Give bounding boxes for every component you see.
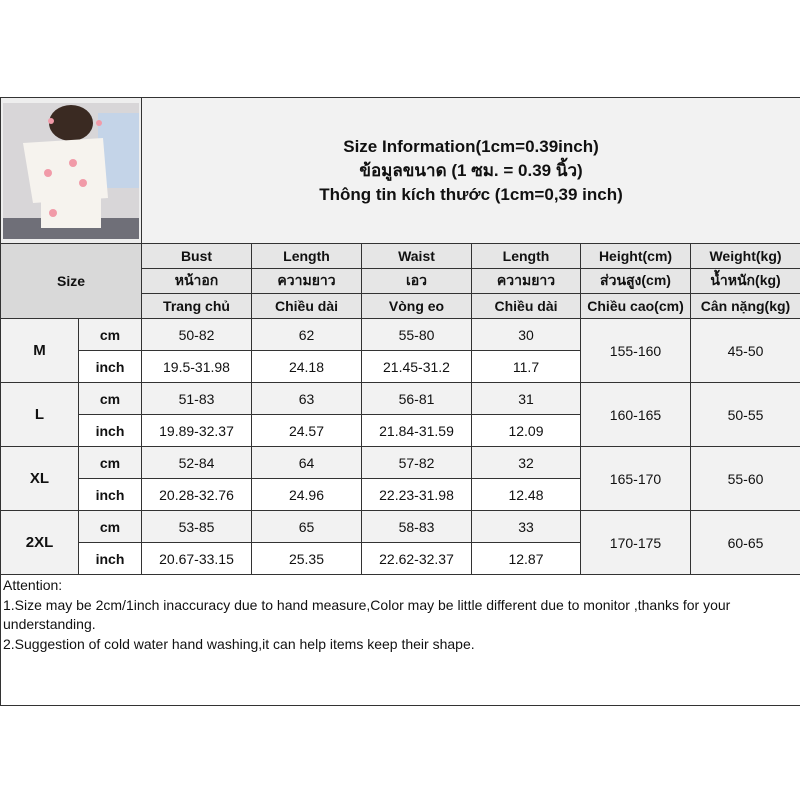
value-cell: 21.84-31.59	[361, 414, 472, 447]
size-cell: 2XL	[0, 510, 79, 575]
value-cell: 19.89-32.37	[141, 414, 252, 447]
title-vi: Thông tin kích thước (1cm=0,39 inch)	[319, 184, 623, 204]
value-cell: 11.7	[471, 350, 581, 383]
header-cell: ความยาว	[251, 268, 362, 294]
size-cell: M	[0, 318, 79, 383]
value-cell: 12.09	[471, 414, 581, 447]
attention-title: Attention:	[3, 577, 63, 593]
unit-cell: cm	[78, 446, 142, 479]
header-cell: เอว	[361, 268, 472, 294]
header-cell: Length	[471, 243, 581, 269]
value-cell: 21.45-31.2	[361, 350, 472, 383]
value-cell: 56-81	[361, 382, 472, 415]
value-cell: 25.35	[251, 542, 362, 575]
value-cell: 22.23-31.98	[361, 478, 472, 511]
title-block: Size Information(1cm=0.39inch) ข้อมูลขนา…	[140, 97, 800, 244]
size-cell: XL	[0, 446, 79, 511]
table-row: inch 20.28-32.76 24.96 22.23-31.98 12.48	[1, 478, 800, 511]
unit-cell: inch	[78, 542, 142, 575]
value-cell: 20.28-32.76	[141, 478, 252, 511]
value-cell: 12.48	[471, 478, 581, 511]
value-cell: 32	[471, 446, 581, 479]
value-cell: 24.96	[251, 478, 362, 511]
value-cell: 12.87	[471, 542, 581, 575]
header-cell: Chiều dài	[251, 293, 362, 319]
attention-note: Attention: 1.Size may be 2cm/1inch inacc…	[0, 574, 800, 706]
header-cell: Weight(kg)	[689, 243, 800, 269]
value-cell: 65	[251, 510, 362, 543]
value-cell: 58-83	[361, 510, 472, 543]
value-cell: 24.18	[251, 350, 362, 383]
value-cell: 20.67-33.15	[141, 542, 252, 575]
weight-cell: 60-65	[689, 510, 800, 575]
weight-cell: 50-55	[689, 382, 800, 447]
header-cell: Height(cm)	[580, 243, 691, 269]
weight-cell: 55-60	[689, 446, 800, 511]
title-th: ข้อมูลขนาด (1 ซม. = 0.39 นิ้ว)	[359, 160, 583, 180]
value-cell: 50-82	[141, 318, 252, 351]
value-cell: 63	[251, 382, 362, 415]
size-chart: Size Information(1cm=0.39inch) ข้อมูลขนา…	[0, 97, 800, 706]
value-cell: 33	[471, 510, 581, 543]
height-cell: 165-170	[580, 446, 691, 511]
header-cell: น้ำหนัก(kg)	[689, 268, 800, 294]
unit-cell: inch	[78, 414, 142, 447]
header-cell: ส่วนสูง(cm)	[580, 268, 691, 294]
value-cell: 55-80	[361, 318, 472, 351]
value-cell: 57-82	[361, 446, 472, 479]
attention-line: 1.Size may be 2cm/1inch inaccuracy due t…	[3, 596, 731, 633]
header-cell: Length	[251, 243, 362, 269]
value-cell: 64	[251, 446, 362, 479]
value-cell: 24.57	[251, 414, 362, 447]
value-cell: 22.62-32.37	[361, 542, 472, 575]
header-cell: Trang chủ	[141, 293, 252, 319]
value-cell: 62	[251, 318, 362, 351]
value-cell: 31	[471, 382, 581, 415]
table-row: inch 19.89-32.37 24.57 21.84-31.59 12.09	[1, 414, 800, 447]
unit-cell: cm	[78, 510, 142, 543]
value-cell: 19.5-31.98	[141, 350, 252, 383]
product-photo	[0, 97, 142, 244]
header-cell: Chiều cao(cm)	[580, 293, 691, 319]
header-cell: Chiều dài	[471, 293, 581, 319]
size-header: Size	[0, 243, 142, 319]
header-cell: Cân nặng(kg)	[689, 293, 800, 319]
attention-line: 2.Suggestion of cold water hand washing,…	[3, 635, 475, 652]
value-cell: 52-84	[141, 446, 252, 479]
table-row: 2XL cm 53-85 65 58-83 33 170-175 60-65	[0, 510, 800, 575]
value-cell: 30	[471, 318, 581, 351]
value-cell: 51-83	[141, 382, 252, 415]
size-cell: L	[0, 382, 79, 447]
table-row: XL cm 52-84 64 57-82 32 165-170 55-60	[0, 446, 800, 511]
height-cell: 170-175	[580, 510, 691, 575]
value-cell: 53-85	[141, 510, 252, 543]
unit-cell: cm	[78, 318, 142, 351]
unit-cell: cm	[78, 382, 142, 415]
header-cell: Bust	[141, 243, 252, 269]
weight-cell: 45-50	[689, 318, 800, 383]
table-row: inch 20.67-33.15 25.35 22.62-32.37 12.87	[1, 542, 800, 575]
height-cell: 155-160	[580, 318, 691, 383]
unit-cell: inch	[78, 478, 142, 511]
title-en: Size Information(1cm=0.39inch)	[343, 136, 599, 156]
header-cell: หน้าอก	[141, 268, 252, 294]
table-row: inch 19.5-31.98 24.18 21.45-31.2 11.7	[1, 350, 800, 383]
unit-cell: inch	[78, 350, 142, 383]
header-cell: ความยาว	[471, 268, 581, 294]
header-cell: Waist	[361, 243, 472, 269]
header-cell: Vòng eo	[361, 293, 472, 319]
height-cell: 160-165	[580, 382, 691, 447]
